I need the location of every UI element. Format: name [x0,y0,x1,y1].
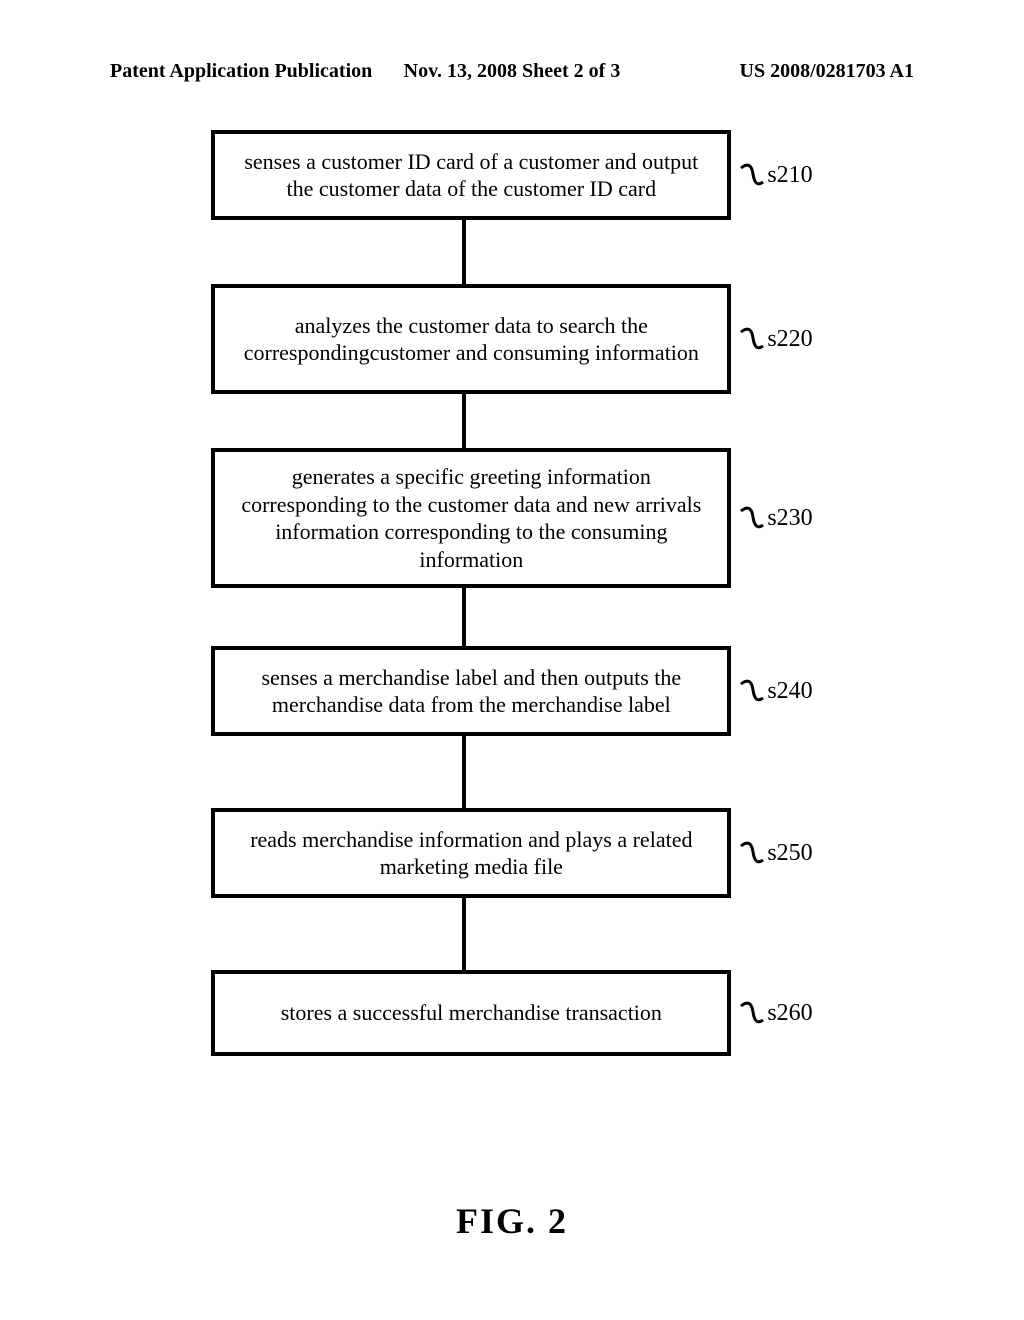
flow-connector [462,394,466,448]
step-label-text: s250 [767,840,812,867]
step-label-text: s240 [767,678,812,705]
flow-connector [462,736,466,808]
flow-connector [462,898,466,970]
figure-caption: FIG. 2 [0,1200,1024,1242]
step-label-text: s260 [767,1000,812,1027]
flow-step: generates a specific greeting informatio… [211,448,812,588]
flow-box: reads merchandise information and plays … [211,808,731,898]
page: Patent Application Publication Nov. 13, … [0,0,1024,1320]
flow-step: senses a merchandise label and then outp… [211,646,812,736]
tie-icon [737,160,767,190]
tie-icon [737,503,767,533]
flow-step-label: s220 [737,324,812,354]
tie-icon [737,838,767,868]
tie-icon [737,998,767,1028]
flowchart: senses a customer ID card of a customer … [0,130,1024,1056]
flow-box: generates a specific greeting informatio… [211,448,731,588]
flow-step: stores a successful merchandise transact… [211,970,812,1056]
flow-step-label: s210 [737,160,812,190]
page-header: Patent Application Publication Nov. 13, … [0,60,1024,83]
header-left: Patent Application Publication [110,60,372,83]
tie-icon [737,676,767,706]
step-label-text: s230 [767,505,812,532]
header-right: US 2008/0281703 A1 [740,60,914,83]
flow-connector [462,220,466,284]
step-label-text: s210 [767,162,812,189]
step-label-text: s220 [767,326,812,353]
flow-box: senses a merchandise label and then outp… [211,646,731,736]
flow-box: stores a successful merchandise transact… [211,970,731,1056]
flow-step-label: s260 [737,998,812,1028]
flow-step: reads merchandise information and plays … [211,808,812,898]
tie-icon [737,324,767,354]
flow-step: senses a customer ID card of a customer … [211,130,812,220]
flow-step: analyzes the customer data to search the… [211,284,812,394]
flow-step-label: s250 [737,838,812,868]
flow-box: senses a customer ID card of a customer … [211,130,731,220]
flow-box: analyzes the customer data to search the… [211,284,731,394]
flow-step-label: s230 [737,503,812,533]
flow-connector [462,588,466,646]
flow-step-label: s240 [737,676,812,706]
